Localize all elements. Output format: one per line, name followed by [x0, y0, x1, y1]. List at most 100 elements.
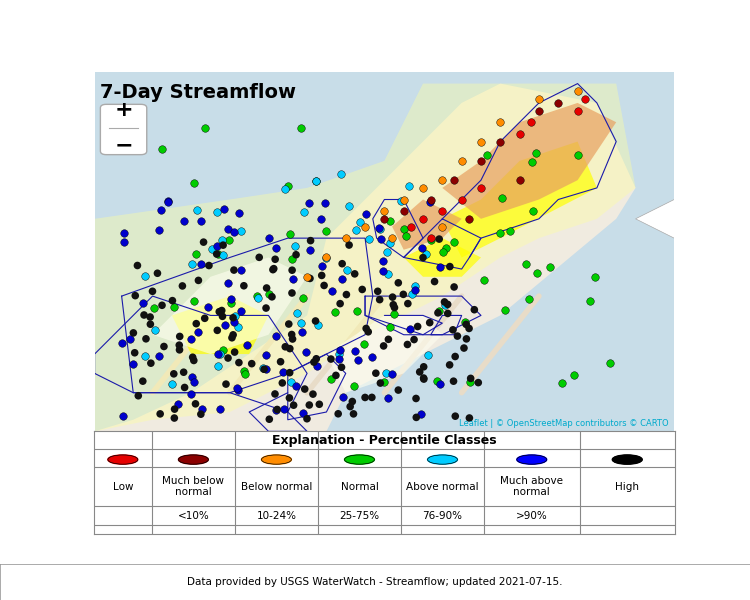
Point — [400, 232, 412, 241]
Point — [344, 202, 355, 211]
Point — [197, 238, 209, 247]
Point — [225, 298, 237, 308]
Point — [359, 222, 371, 232]
Point — [124, 334, 136, 343]
Point — [128, 328, 140, 338]
Circle shape — [517, 455, 547, 464]
Point — [174, 332, 186, 341]
Polygon shape — [94, 83, 635, 431]
Point — [436, 206, 448, 216]
Point — [589, 272, 601, 281]
Point — [332, 409, 344, 419]
Point — [156, 144, 168, 154]
Point — [155, 206, 167, 215]
Point — [176, 281, 188, 291]
Point — [213, 307, 225, 317]
Point — [424, 195, 436, 205]
Text: Much above
normal: Much above normal — [500, 476, 563, 497]
Point — [251, 293, 263, 303]
Point — [192, 327, 204, 337]
Point — [544, 262, 556, 272]
Text: >90%: >90% — [516, 511, 548, 521]
Point — [278, 367, 290, 377]
Point — [475, 156, 487, 166]
Point — [415, 409, 427, 419]
Point — [304, 274, 316, 283]
Point — [388, 303, 400, 313]
Point — [296, 327, 308, 337]
Polygon shape — [404, 238, 481, 277]
Point — [310, 316, 322, 326]
Point — [416, 244, 428, 253]
Point — [348, 381, 360, 391]
Point — [220, 379, 232, 389]
Point — [216, 306, 228, 316]
Point — [398, 224, 410, 234]
Point — [448, 282, 460, 292]
Point — [286, 265, 298, 275]
Point — [350, 347, 361, 356]
Point — [215, 235, 227, 245]
Point — [388, 309, 400, 319]
Point — [129, 291, 141, 301]
Point — [377, 341, 389, 351]
Point — [433, 379, 445, 389]
Point — [447, 325, 459, 335]
Point — [251, 291, 262, 301]
Text: 76-90%: 76-90% — [422, 511, 463, 521]
Point — [227, 313, 239, 323]
Point — [349, 269, 361, 278]
Point — [246, 359, 258, 368]
Point — [138, 310, 150, 320]
Point — [225, 294, 237, 304]
Point — [410, 394, 422, 403]
Text: Data provided by USGS WaterWatch - Streamflow; updated 2021-07-15.: Data provided by USGS WaterWatch - Strea… — [188, 577, 562, 587]
Point — [168, 413, 180, 423]
Point — [166, 296, 178, 305]
Point — [153, 351, 165, 361]
Point — [556, 378, 568, 388]
Point — [443, 360, 455, 370]
Point — [312, 320, 324, 330]
Point — [178, 367, 190, 377]
Point — [190, 399, 202, 409]
Point — [533, 106, 545, 115]
Point — [301, 272, 313, 281]
Point — [424, 318, 436, 328]
Point — [514, 175, 526, 185]
Point — [398, 290, 410, 299]
Point — [496, 194, 508, 203]
Point — [236, 227, 248, 236]
Point — [494, 137, 506, 146]
Point — [285, 377, 297, 386]
Point — [380, 247, 392, 257]
Point — [242, 340, 254, 349]
Point — [238, 281, 250, 290]
Point — [430, 376, 442, 386]
Point — [377, 266, 389, 275]
Point — [338, 392, 350, 402]
Point — [386, 292, 398, 302]
Point — [437, 247, 449, 257]
Point — [169, 404, 181, 414]
Point — [494, 118, 506, 127]
Point — [449, 352, 461, 361]
Point — [406, 289, 418, 299]
Point — [410, 413, 422, 422]
Circle shape — [612, 455, 642, 464]
Point — [127, 359, 139, 368]
Point — [290, 250, 302, 260]
Point — [148, 303, 160, 313]
Point — [290, 382, 302, 391]
Point — [286, 274, 298, 284]
Point — [230, 311, 242, 320]
Text: Above normal: Above normal — [406, 482, 478, 491]
Point — [459, 317, 471, 326]
Point — [458, 343, 470, 353]
Point — [374, 295, 386, 304]
Point — [428, 277, 440, 286]
Point — [440, 300, 452, 310]
Point — [211, 350, 223, 359]
Point — [340, 233, 352, 243]
Point — [341, 266, 353, 275]
